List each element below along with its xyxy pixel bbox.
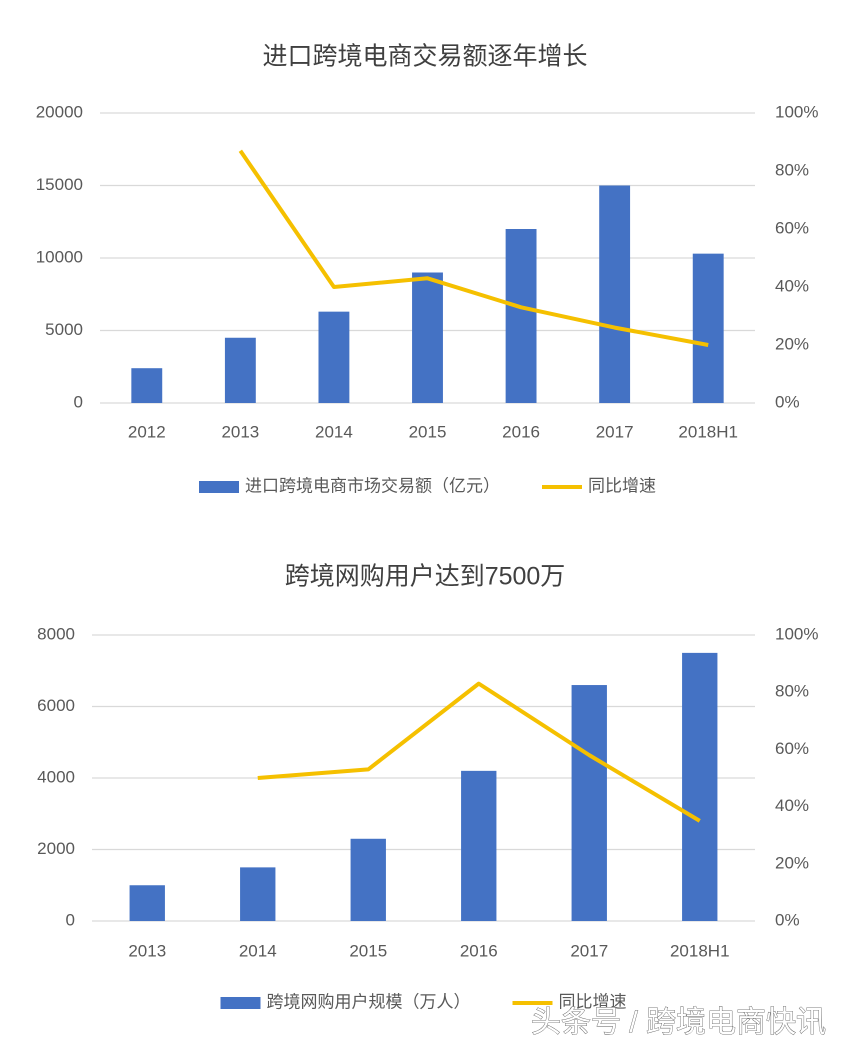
legend-label: 同比增速 [559,992,627,1011]
legend-label: 同比增速 [588,476,656,495]
y-tick-label: 2000 [37,839,75,858]
y-tick-label: 6000 [37,696,75,715]
legend-label: 进口跨境电商市场交易额（亿元） [245,476,500,495]
x-tick-label: 2013 [128,941,166,960]
line [238,149,709,347]
y-tick-label: 0 [74,392,83,411]
y-tick-label: 8000 [37,624,75,643]
x-tick-label: 2018H1 [678,422,738,441]
bar [412,272,443,403]
bar [129,885,165,921]
x-tick-label: 2012 [128,422,166,441]
y2-tick-label: 80% [775,160,809,179]
legend-label: 跨境网购用户规模（万人） [267,992,471,1011]
y2-tick-label: 20% [775,853,809,872]
y2-tick-label: 40% [775,276,809,295]
watermark: 头条号 / 跨境电商快讯 [531,1006,826,1039]
y-tick-label: 20000 [36,102,83,121]
bar [692,253,724,403]
bar [682,652,718,921]
y-tick-label: 0 [66,910,75,929]
y2-tick-label: 100% [775,102,818,121]
bar [571,685,607,921]
y-tick-label: 15000 [36,175,83,194]
y2-tick-label: 60% [775,218,809,237]
bar [131,368,163,403]
y-tick-label: 5000 [45,320,83,339]
x-tick-label: 2013 [221,422,259,441]
bar [599,185,631,403]
chart-title: 跨境网购用户达到7500万 [285,563,566,591]
y-tick-label: 4000 [37,767,75,786]
x-tick-label: 2015 [349,941,387,960]
bar [350,838,386,921]
bar [505,229,537,403]
y2-tick-label: 20% [775,334,809,353]
line [257,681,701,823]
legend-swatch [199,481,239,493]
bar [461,770,497,921]
bar [240,867,276,921]
y2-tick-label: 100% [775,624,818,643]
y2-tick-label: 80% [775,682,809,701]
x-tick-label: 2017 [596,422,634,441]
x-tick-label: 2014 [239,941,277,960]
bar [318,311,350,403]
y2-tick-label: 0% [775,392,800,411]
y2-tick-label: 40% [775,796,809,815]
bar [224,337,256,403]
x-tick-label: 2017 [570,941,608,960]
y-tick-label: 10000 [36,247,83,266]
x-tick-label: 2014 [315,422,353,441]
x-tick-label: 2015 [409,422,447,441]
legend-swatch [220,997,261,1009]
x-tick-label: 2018H1 [670,941,730,960]
y2-tick-label: 0% [775,910,800,929]
x-tick-label: 2016 [460,941,498,960]
y2-tick-label: 60% [775,739,809,758]
chart-title: 进口跨境电商交易额逐年增长 [262,43,587,71]
x-tick-label: 2016 [502,422,540,441]
